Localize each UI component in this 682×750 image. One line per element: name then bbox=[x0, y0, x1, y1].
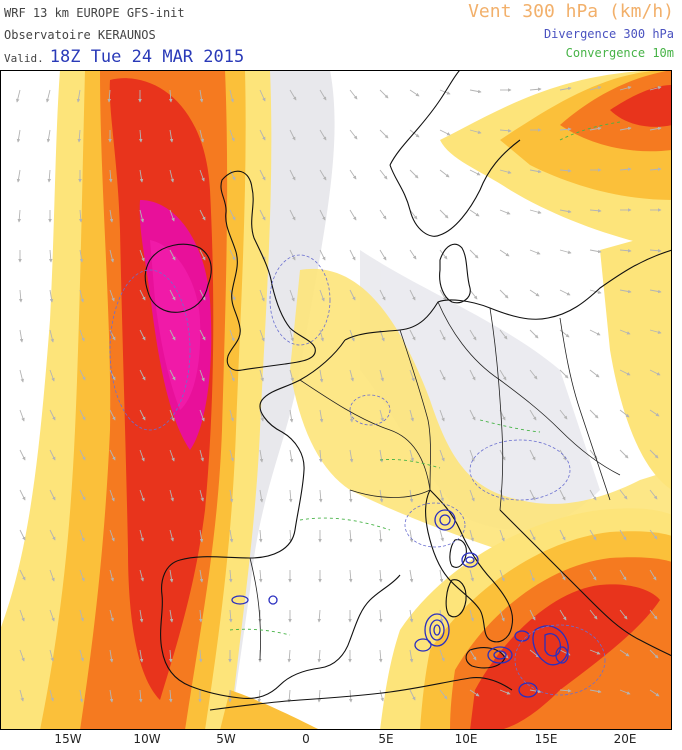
valid-time: 18Z Tue 24 MAR 2015 bbox=[49, 47, 245, 67]
x-tick-label: 15E bbox=[534, 732, 558, 746]
central-yellow bbox=[290, 230, 672, 590]
country-borders bbox=[249, 301, 621, 661]
x-tick-label: 15W bbox=[54, 732, 82, 746]
valid-label: Valid. bbox=[4, 52, 44, 65]
wind-arrows bbox=[15, 86, 662, 703]
x-tick-label: 5E bbox=[378, 732, 394, 746]
x-axis: 15W 10W 5W 0 5E 10E 15E 20E bbox=[0, 732, 682, 750]
valid-line: Valid. 18Z Tue 24 MAR 2015 bbox=[4, 46, 244, 70]
x-tick-label: 5W bbox=[216, 732, 236, 746]
model-line: WRF 13 km EUROPE GFS-init bbox=[4, 6, 185, 20]
coastlines bbox=[144, 70, 672, 711]
convergence-contours bbox=[229, 121, 621, 636]
legend: Vent 300 hPa (km/h) Divergence 300 hPa C… bbox=[468, 0, 674, 62]
x-tick-label: 10E bbox=[454, 732, 478, 746]
x-tick-label: 0 bbox=[302, 732, 310, 746]
legend-title: Vent 300 hPa (km/h) bbox=[468, 1, 674, 22]
x-tick-label: 10W bbox=[133, 732, 161, 746]
header-left: WRF 13 km EUROPE GFS-init Observatoire K… bbox=[4, 2, 244, 70]
org-line: Observatoire KERAUNOS bbox=[4, 28, 156, 42]
legend-convergence: Convergence 10m bbox=[565, 46, 674, 60]
x-tick-label: 20E bbox=[613, 732, 637, 746]
legend-divergence: Divergence 300 hPa bbox=[543, 27, 674, 41]
south-fill bbox=[220, 690, 320, 730]
divergence-dashed bbox=[109, 254, 606, 696]
atlantic-jet bbox=[0, 70, 272, 730]
divergence-contours bbox=[231, 509, 569, 698]
weather-map bbox=[0, 70, 672, 730]
mediterranean-jet bbox=[380, 508, 672, 730]
